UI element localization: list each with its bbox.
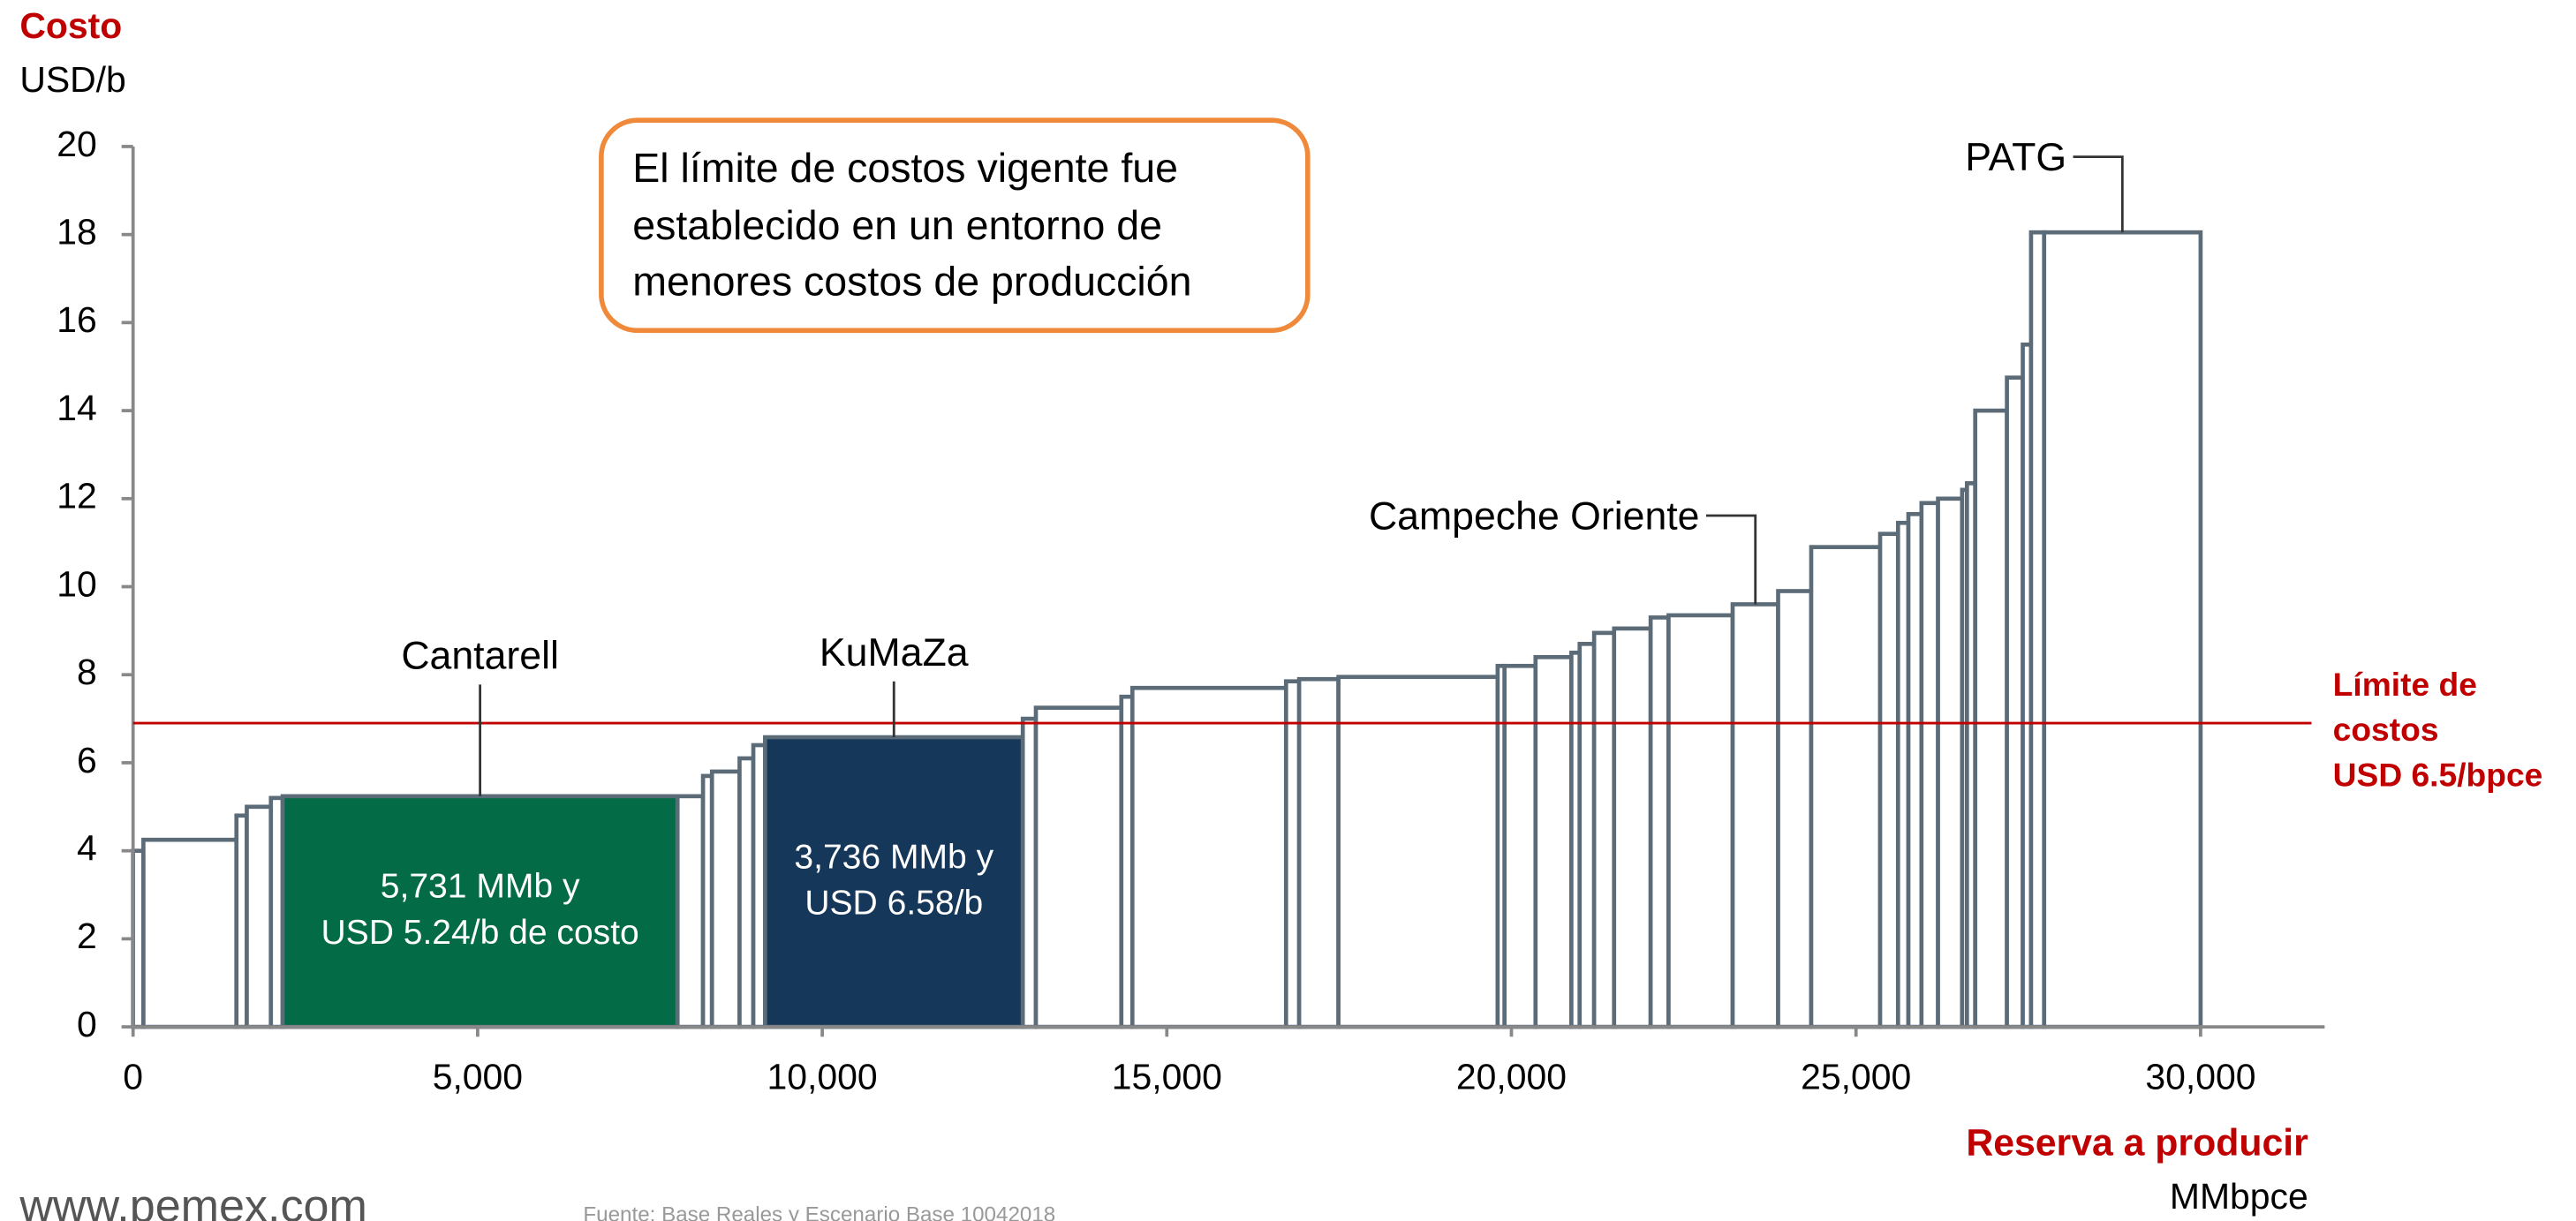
y-tick-label: 20 [57, 124, 97, 164]
x-title: Reserva a producir [1966, 1121, 2308, 1164]
bar [709, 769, 742, 1029]
callout-label: Cantarell [401, 634, 559, 677]
y-tick-label: 8 [77, 652, 97, 692]
footer-source: Fuente: Base Reales y Escenario Base 100… [583, 1202, 1055, 1221]
y-title: Costo [19, 5, 122, 46]
bar [1919, 501, 1940, 1029]
y-tick-label: 14 [57, 388, 97, 428]
bar [1502, 663, 1538, 1029]
note-line: menores costos de producción [632, 259, 1191, 305]
bar [1776, 589, 1814, 1029]
bar [1973, 408, 2009, 1029]
note-line: establecido en un entorno de [632, 202, 1162, 248]
bar [1033, 705, 1124, 1029]
bar [1533, 654, 1574, 1029]
bar [1936, 496, 1965, 1029]
y-unit: USD/b [19, 59, 125, 100]
note-line: El límite de costos vigente fue [632, 145, 1178, 191]
bar [141, 837, 239, 1029]
bar [1577, 642, 1597, 1029]
bar [245, 804, 274, 1029]
bar [1296, 676, 1341, 1029]
bar [737, 756, 756, 1029]
limit-label: USD 6.5/bpce [2333, 756, 2543, 793]
callout-leader [1705, 514, 1757, 605]
y-tick-label: 0 [77, 1004, 97, 1044]
x-tick-label: 15,000 [1112, 1056, 1222, 1097]
bar [1336, 675, 1500, 1029]
bar-label: USD 5.24/b de costo [321, 914, 638, 952]
limit-label: costos [2333, 711, 2439, 748]
x-tick-label: 30,000 [2145, 1056, 2255, 1097]
bar-label: USD 6.58/b [805, 884, 983, 922]
x-tick-label: 10,000 [767, 1056, 878, 1097]
bar [2005, 375, 2025, 1029]
bar-label: 3,736 MMb y [794, 838, 993, 876]
limit-label: Límite de [2333, 666, 2477, 703]
bar [1129, 685, 1288, 1029]
y-tick-label: 2 [77, 916, 97, 956]
x-tick-label: 0 [123, 1056, 143, 1097]
y-tick-label: 6 [77, 740, 97, 780]
note-box [599, 117, 1311, 334]
bar [1877, 531, 1900, 1029]
callout-label: KuMaZa [820, 631, 969, 675]
x-tick-label: 20,000 [1456, 1056, 1567, 1097]
bar [1809, 545, 1883, 1029]
footer-site: www.pemex.com [19, 1180, 367, 1221]
bar [1666, 613, 1735, 1029]
bar-label: 5,731 MMb y [381, 868, 580, 906]
x-tick-label: 5,000 [433, 1056, 523, 1097]
x-tick-label: 25,000 [1801, 1056, 1911, 1097]
bar [1648, 615, 1671, 1029]
y-tick-label: 10 [57, 563, 97, 604]
y-tick-label: 18 [57, 211, 97, 252]
bar [1612, 626, 1653, 1029]
bar [762, 735, 1025, 1029]
callout-leader [2073, 155, 2124, 233]
bar [1730, 602, 1780, 1029]
y-tick-label: 4 [77, 827, 97, 868]
callout-label: Campeche Oriente [1369, 495, 1700, 539]
x-unit: MMbpce [2170, 1176, 2308, 1217]
bar [1591, 630, 1617, 1029]
callout-label: PATG [1965, 136, 2066, 179]
y-tick-label: 12 [57, 476, 97, 516]
bar [2042, 230, 2203, 1029]
bar [675, 794, 706, 1029]
bar [280, 794, 680, 1029]
y-tick-label: 16 [57, 299, 97, 340]
